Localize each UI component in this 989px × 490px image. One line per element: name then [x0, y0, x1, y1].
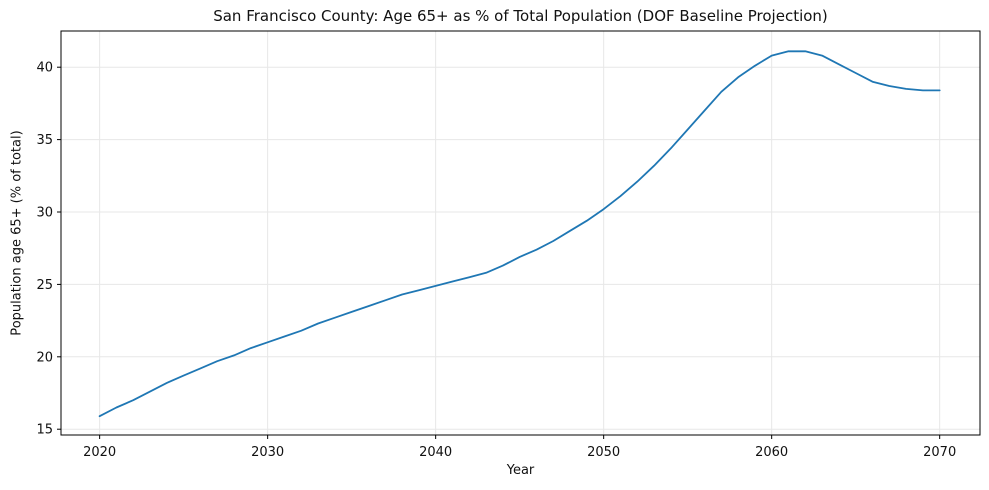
- x-tick-label: 2050: [587, 445, 620, 460]
- y-axis-label: Population age 65+ (% of total): [9, 130, 25, 336]
- y-tick-label: 25: [36, 278, 53, 293]
- x-tick-label: 2060: [755, 445, 788, 460]
- y-tick-label: 40: [36, 61, 53, 76]
- projection-line: [98, 50, 941, 418]
- chart-title: San Francisco County: Age 65+ as % of To…: [213, 7, 828, 25]
- x-tick-label: 2030: [251, 445, 284, 460]
- y-tick-label: 30: [36, 206, 53, 221]
- x-tick-label: 2040: [419, 445, 452, 460]
- x-tick-label: 2070: [923, 445, 956, 460]
- x-tick-label: 2020: [83, 445, 116, 460]
- y-tick-label: 15: [36, 423, 53, 438]
- y-tick-label: 20: [36, 350, 53, 365]
- x-axis-label: Year: [506, 463, 535, 478]
- plot-border: [60, 30, 981, 436]
- y-tick-label: 35: [36, 133, 53, 148]
